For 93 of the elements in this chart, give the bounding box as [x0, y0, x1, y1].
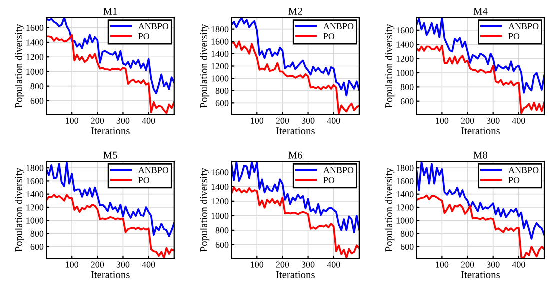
y-tick-label: 1600: [26, 25, 44, 32]
y-tick-label: 1200: [26, 204, 44, 211]
legend-label: PO: [138, 33, 150, 40]
legend-label: PO: [324, 177, 335, 184]
x-tick-label: 400: [327, 118, 340, 124]
x-tick-label: 100: [436, 118, 449, 124]
y-tick-label: 1600: [212, 170, 229, 176]
y-tick-label: 1600: [26, 178, 44, 184]
y-tick-label: 1200: [396, 56, 414, 62]
y-tick-label: 1400: [212, 184, 229, 190]
x-tick-label: 100: [66, 262, 78, 268]
chart-title: M1: [104, 8, 118, 15]
y-tick-label: 1000: [26, 68, 44, 75]
y-tick-label: 1000: [212, 213, 229, 220]
chart-title: M8: [474, 152, 488, 159]
y-tick-label: 800: [400, 230, 414, 237]
x-axis-title: Iterations: [461, 271, 500, 278]
x-tick-label: 200: [91, 118, 104, 124]
x-tick-label: 400: [142, 118, 156, 124]
y-tick-label: 1800: [26, 165, 44, 172]
x-tick-label: 300: [302, 262, 315, 268]
y-tick-label: 1000: [26, 218, 44, 224]
y-axis-title: Population diversity: [385, 24, 395, 108]
x-tick-label: 300: [116, 118, 130, 124]
x-tick-label: 400: [512, 118, 526, 124]
y-tick-label: 600: [216, 100, 229, 106]
legend-label: ANBPO: [138, 23, 169, 30]
x-axis-title: Iterations: [461, 128, 500, 135]
y-axis-title: Population diversity: [15, 168, 25, 252]
y-tick-label: 600: [30, 98, 44, 104]
y-tick-label: 1600: [396, 28, 414, 34]
x-tick-label: 100: [436, 262, 449, 268]
y-axis-title: Population diversity: [15, 24, 25, 108]
y-axis-title: Population diversity: [200, 168, 210, 252]
y-tick-label: 1400: [396, 42, 414, 48]
y-tick-label: 1000: [396, 70, 414, 76]
legend-label: PO: [508, 33, 520, 40]
x-tick-label: 300: [487, 262, 500, 268]
x-tick-label: 300: [302, 118, 315, 124]
chart-title: M4: [474, 8, 488, 15]
chart-title: M2: [288, 8, 302, 15]
y-tick-label: 1000: [212, 76, 229, 82]
x-axis-title: Iterations: [91, 128, 130, 135]
chart-title: M6: [288, 152, 303, 159]
y-tick-label: 1200: [212, 63, 229, 70]
y-tick-label: 1800: [396, 165, 414, 172]
legend-label: PO: [324, 33, 335, 40]
x-tick-label: 100: [251, 262, 264, 268]
x-tick-label: 300: [487, 118, 500, 124]
x-tick-label: 200: [276, 262, 290, 268]
x-tick-label: 200: [276, 118, 290, 124]
legend-label: ANBPO: [138, 167, 169, 174]
legend-label: PO: [508, 177, 520, 184]
y-tick-label: 1400: [212, 51, 229, 58]
x-tick-label: 200: [461, 262, 474, 268]
x-tick-label: 200: [91, 262, 104, 268]
x-tick-label: 300: [116, 262, 130, 268]
y-tick-label: 1800: [212, 26, 229, 33]
y-tick-label: 1200: [212, 198, 229, 205]
x-tick-label: 100: [66, 118, 78, 124]
x-tick-label: 400: [512, 262, 526, 268]
y-tick-label: 800: [400, 84, 414, 90]
y-tick-label: 1400: [26, 191, 44, 198]
x-axis-title: Iterations: [91, 271, 130, 278]
legend-label: ANBPO: [324, 167, 354, 174]
y-tick-label: 600: [400, 244, 414, 250]
y-tick-label: 1000: [396, 218, 414, 224]
y-tick-label: 1200: [396, 204, 414, 211]
x-axis-title: Iterations: [276, 128, 315, 135]
y-tick-label: 1400: [26, 40, 44, 46]
x-tick-label: 200: [461, 118, 474, 124]
y-axis-title: Population diversity: [385, 168, 395, 252]
y-tick-label: 1400: [396, 191, 414, 198]
y-tick-label: 800: [30, 230, 44, 237]
legend-label: ANBPO: [508, 23, 539, 30]
chart-title: M5: [104, 152, 118, 159]
y-axis-title: Population diversity: [200, 24, 210, 108]
legend-label: ANBPO: [324, 23, 354, 30]
y-tick-label: 600: [30, 244, 44, 250]
y-tick-label: 800: [216, 228, 229, 234]
y-tick-label: 1600: [212, 38, 229, 45]
legend-label: ANBPO: [508, 167, 539, 174]
legend-label: PO: [138, 177, 150, 184]
x-tick-label: 100: [251, 118, 264, 124]
y-tick-label: 1600: [396, 178, 414, 184]
y-tick-label: 800: [216, 88, 229, 94]
x-tick-label: 400: [327, 262, 340, 268]
y-tick-label: 800: [30, 83, 44, 90]
y-tick-label: 600: [216, 242, 229, 248]
x-axis-title: Iterations: [276, 271, 315, 278]
y-tick-label: 1200: [26, 54, 44, 60]
y-tick-label: 600: [400, 98, 414, 105]
x-tick-label: 400: [142, 262, 156, 268]
